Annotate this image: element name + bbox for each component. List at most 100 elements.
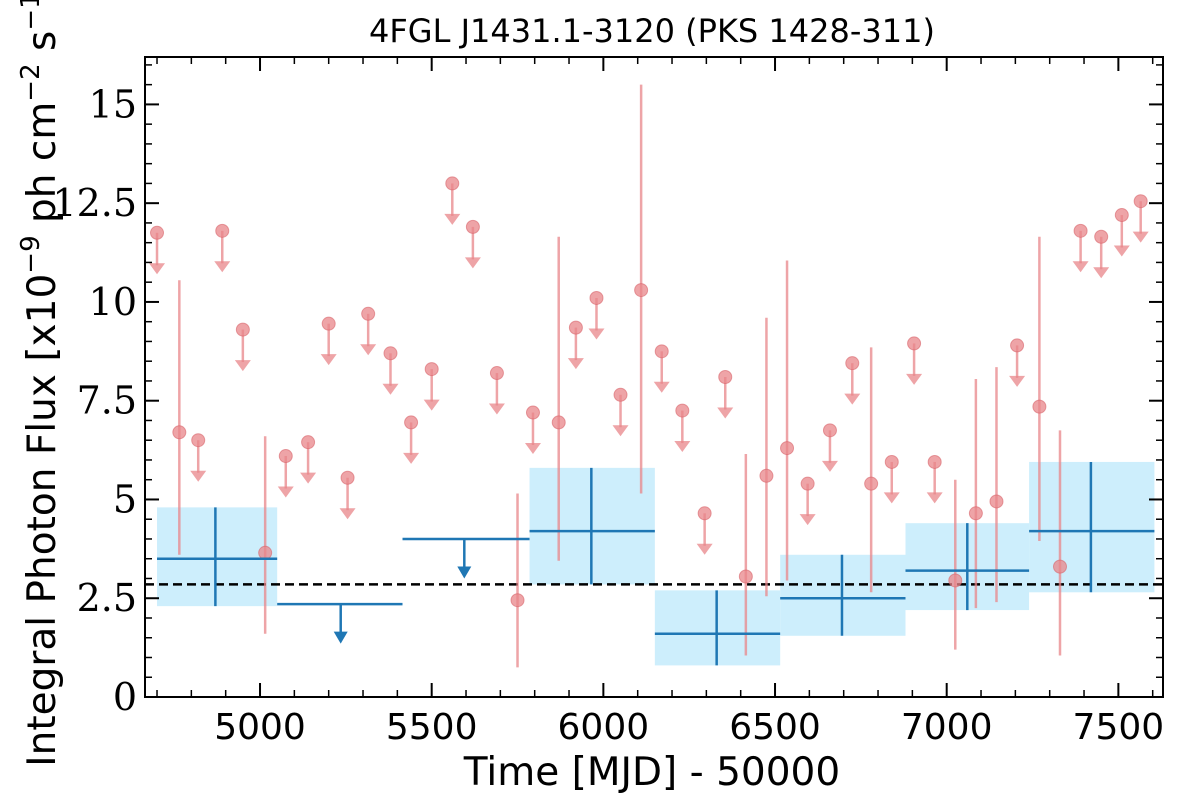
short-bin-upper-limit-arrow	[339, 508, 356, 520]
y-axis-label-part: Integral Photon Flux [x10	[20, 274, 65, 767]
short-bin-upper-limit-point	[718, 370, 733, 384]
short-bin-upper-limit-point	[301, 435, 316, 450]
short-bin-upper-limit-arrow	[488, 403, 505, 415]
short-bin-upper-limit-arrow	[821, 460, 838, 472]
short-bin-upper-limit-point	[800, 476, 815, 491]
short-bin-upper-limit-point	[465, 219, 480, 234]
short-bin-upper-limit-arrow	[1113, 245, 1130, 257]
short-bin-upper-limit-point	[150, 225, 165, 240]
short-bin-upper-limit-arrow	[1132, 231, 1149, 243]
short-bin-point	[968, 506, 983, 521]
long-bin-upper-limit-arrow	[333, 631, 348, 644]
chart-title: 4FGL J1431.1-3120 (PKS 1428-311)	[369, 12, 935, 50]
short-bin-upper-limit-point	[697, 506, 712, 521]
short-bin-upper-limit-point	[383, 346, 398, 361]
short-bin-upper-limit-arrow	[717, 407, 734, 419]
short-bin-upper-limit-point	[1094, 229, 1109, 244]
short-bin-upper-limit-point	[361, 306, 376, 321]
x-tick-label: 6000	[558, 707, 650, 748]
y-tick-label: 2.5	[77, 576, 137, 620]
plot-frame	[144, 56, 1164, 698]
short-bin-upper-limit-arrow	[300, 472, 317, 484]
short-bin-upper-limit-point	[321, 316, 336, 331]
y-axis-label-part: s	[20, 31, 65, 64]
short-bin-upper-limit-point	[489, 366, 504, 381]
plot-area	[145, 84, 1163, 668]
y-axis-label-exponent: −2	[16, 63, 46, 101]
short-bin-upper-limit-point	[215, 223, 230, 238]
short-bin-point	[510, 593, 525, 608]
short-bin-upper-limit-point	[1114, 208, 1129, 223]
short-bin-upper-limit-point	[424, 362, 439, 377]
short-bin-point	[780, 441, 795, 456]
short-bin-upper-limit-arrow	[1009, 375, 1026, 387]
short-bin-upper-limit-point	[404, 415, 419, 430]
short-bin-upper-limit-arrow	[588, 328, 605, 340]
short-bin-upper-limit-arrow	[403, 452, 420, 464]
short-bin-upper-limit-arrow	[1093, 267, 1110, 279]
y-tick-label: 5	[113, 477, 137, 521]
short-bin-upper-limit-arrow	[234, 360, 251, 372]
x-tick-label: 5500	[386, 707, 478, 748]
short-bin-point	[172, 425, 187, 440]
short-bin-upper-limit-arrow	[320, 354, 337, 366]
short-bin-upper-limit-arrow	[653, 381, 670, 393]
short-bin-upper-limit-point	[445, 176, 460, 191]
x-tick-label: 7500	[1073, 707, 1165, 748]
short-bin-upper-limit-arrow	[674, 441, 691, 453]
short-bin-upper-limit-arrow	[883, 492, 900, 504]
axes: 0 2.5 5 7.5 10 12.5 15 5000 5500 6000 6500 7000 7500	[52, 56, 1165, 748]
long-bin-upper-limit-arrow	[457, 566, 472, 579]
short-bin-upper-limit-point	[845, 356, 860, 371]
y-tick-label: 0	[113, 675, 137, 719]
y-tick-label: 7.5	[77, 379, 137, 423]
short-bin-point	[634, 283, 649, 298]
short-bin-upper-limit-point	[589, 290, 604, 305]
short-bin-point	[1052, 559, 1067, 574]
y-tick-label: 12.5	[52, 181, 137, 225]
short-bin-upper-limit-point	[654, 344, 669, 359]
short-bin-upper-limit-point	[927, 454, 942, 469]
short-bin-point	[258, 545, 273, 560]
y-axis-label-exponent: −9	[16, 235, 46, 273]
short-bin-point	[864, 476, 879, 491]
short-bin-upper-limit-arrow	[277, 486, 294, 498]
x-axis-label: Time [MJD] - 50000	[463, 750, 840, 795]
y-tick-label: 10	[89, 280, 137, 324]
short-bin-upper-limit-point	[613, 387, 628, 402]
short-bin-upper-limit-point	[568, 320, 583, 335]
short-bin-upper-limit-arrow	[423, 399, 440, 411]
short-bin-upper-limit-arrow	[844, 393, 861, 405]
short-bin-upper-limit-arrow	[149, 263, 166, 275]
short-bin-upper-limit-arrow	[524, 443, 541, 455]
short-bin-upper-limit-arrow	[906, 373, 923, 385]
short-bin-upper-limit-arrow	[382, 383, 399, 395]
short-bin-upper-limit-point	[675, 403, 690, 418]
short-bin-upper-limit-arrow	[567, 358, 584, 370]
x-tick-label: 6500	[729, 707, 821, 748]
y-axis-label-part: ph cm	[20, 102, 65, 236]
short-bin-point	[989, 494, 1004, 509]
x-tick-label: 5000	[214, 707, 306, 748]
short-bin-upper-limit-arrow	[190, 470, 207, 482]
short-bin-upper-limit-point	[822, 423, 837, 438]
short-bin-point	[738, 569, 753, 584]
short-bin-point	[759, 468, 774, 483]
short-bin-upper-limit-point	[1010, 338, 1025, 353]
short-bin-upper-limit-point	[1133, 194, 1148, 209]
short-bin-upper-limit-arrow	[214, 261, 231, 273]
short-bin-point	[948, 573, 963, 588]
short-bin-upper-limit-arrow	[696, 543, 713, 555]
short-bin-upper-limit-arrow	[464, 257, 481, 269]
x-tick-label: 7000	[901, 707, 993, 748]
short-bin-upper-limit-point	[191, 433, 206, 448]
y-axis-label-exponent: −1	[16, 0, 46, 31]
y-tick-label: 15	[89, 82, 137, 126]
short-bin-upper-limit-point	[235, 322, 250, 337]
short-bin-upper-limit-arrow	[926, 492, 943, 504]
y-axis-label: Integral Photon Flux [x10−9 ph cm−2 s−1]	[16, 0, 65, 767]
short-bin-upper-limit-point	[884, 454, 899, 469]
short-bin-upper-limit-arrow	[360, 344, 377, 356]
short-bin-point	[1032, 399, 1047, 414]
